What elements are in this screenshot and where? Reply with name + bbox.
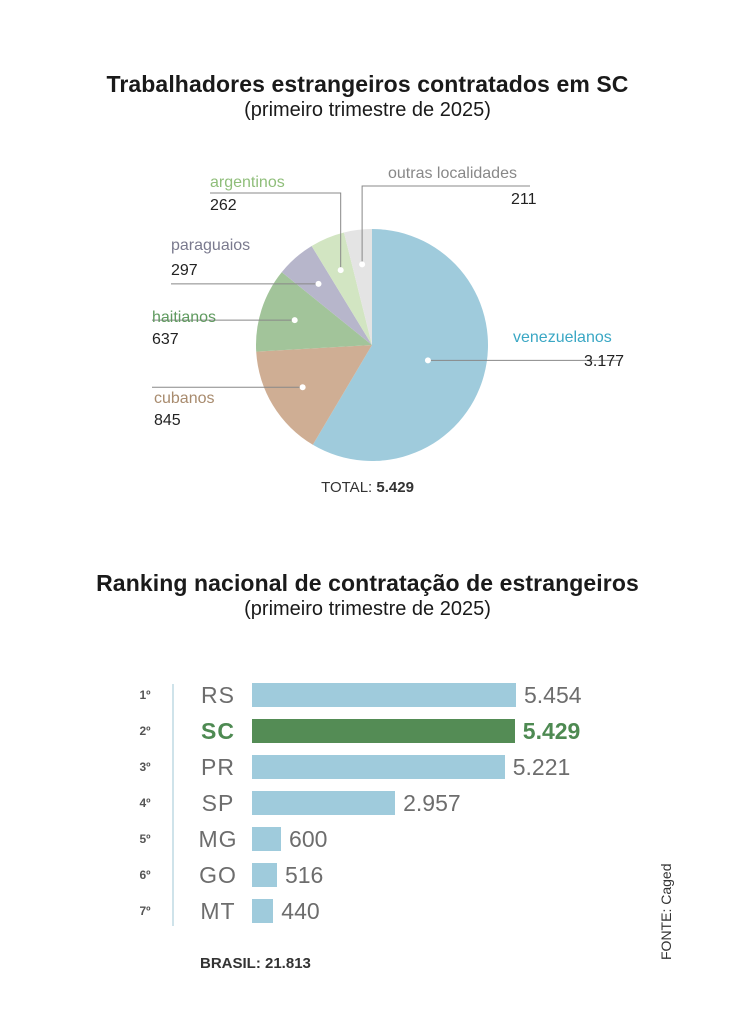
pie-label-venezuelanos: venezuelanos — [513, 329, 612, 346]
pie-slice-haitianos — [256, 272, 372, 352]
rank-position: 2º — [139, 724, 151, 738]
rank-value-label: 5.429 — [522, 718, 581, 744]
rank-row-go: 6º GO 516 — [0, 862, 735, 888]
pie-slice-paraguaios — [281, 245, 372, 345]
rank-position: 1º — [139, 688, 151, 702]
pie-slice-argentinos — [311, 232, 372, 345]
rank-position: 5º — [139, 832, 151, 846]
rank-position: 3º — [139, 760, 151, 774]
pie-slice-venezuelanos — [312, 229, 488, 461]
rank-position: 4º — [139, 796, 151, 810]
rank-state-label: MG — [198, 826, 238, 852]
rank-value-label: 600 — [289, 826, 328, 852]
pie-total-value: 5.429 — [376, 479, 414, 496]
rank-bar-mg — [252, 827, 282, 851]
pie-total: TOTAL: 5.429 — [0, 479, 735, 496]
rank-position: 6º — [139, 868, 151, 882]
rank-state-label: PR — [201, 754, 235, 780]
pie-total-label: TOTAL: — [321, 479, 373, 496]
pie-value-haitianos: 637 — [152, 331, 179, 348]
rank-row-pr: 3º PR 5.221 — [0, 754, 735, 780]
rank-bar-sc — [252, 719, 515, 743]
rank-bar-rs — [252, 683, 516, 707]
pie-label-argentinos: argentinos — [210, 174, 285, 191]
pie-leader-cubanos — [152, 384, 306, 391]
ranking-axis-line — [172, 684, 174, 926]
pie-leader-haitianos — [152, 317, 298, 324]
rank-position: 7º — [139, 904, 151, 918]
rank-value-label: 5.221 — [512, 754, 571, 780]
pie-slice-outras-localidades — [343, 229, 372, 345]
rank-row-rs: 1º RS 5.454 — [0, 682, 735, 708]
rank-row-sp: 4º SP 2.957 — [0, 790, 735, 816]
rank-state-label: RS — [201, 682, 235, 708]
pie-slice-cubanos — [256, 345, 372, 445]
pie-leader-outras-localidades — [359, 185, 530, 268]
rank-value-label: 5.454 — [524, 682, 582, 708]
pie-label-cubanos: cubanos — [154, 390, 215, 407]
rank-row-mt: 7º MT 440 — [0, 898, 735, 924]
rank-state-label: MT — [200, 898, 236, 924]
pie-value-paraguaios: 297 — [171, 262, 198, 279]
rank-bar-go — [252, 863, 277, 887]
rank-value-label: 440 — [281, 898, 320, 924]
bar-chart-subtitle: (primeiro trimestre de 2025) — [244, 598, 491, 620]
source-credit: FONTE: Caged — [658, 863, 674, 960]
rank-state-label: GO — [199, 862, 237, 888]
rank-bar-sp — [252, 791, 396, 815]
rank-value-label: 2.957 — [403, 790, 461, 816]
rank-state-label: SC — [201, 718, 235, 744]
rank-bar-pr — [252, 755, 505, 779]
pie-label-haitianos: haitianos — [152, 309, 217, 326]
rank-value-label: 516 — [284, 862, 324, 888]
pie-value-outras-localidades: 211 — [511, 191, 537, 208]
rank-state-label: SP — [201, 790, 235, 816]
pie-leader-paraguaios — [171, 280, 322, 287]
brasil-total: BRASIL: 21.813 — [200, 955, 311, 972]
pie-chart-title: Trabalhadores estrangeiros contratados e… — [106, 71, 629, 97]
pie-chart — [152, 185, 620, 461]
pie-value-argentinos: 262 — [210, 197, 237, 214]
pie-label-outras-localidades: outras localidades — [388, 165, 517, 182]
pie-label-paraguaios: paraguaios — [171, 237, 251, 254]
pie-leader-argentinos — [210, 192, 344, 274]
rank-row-sc: 2º SC 5.429 — [0, 718, 735, 744]
pie-leader-venezuelanos — [424, 357, 620, 364]
rank-bar-mt — [252, 899, 274, 923]
pie-value-venezuelanos: 3.177 — [584, 353, 625, 370]
bar-chart-title: Ranking nacional de contratação de estra… — [96, 570, 639, 596]
pie-value-cubanos: 845 — [154, 412, 181, 429]
pie-chart-subtitle: (primeiro trimestre de 2025) — [244, 99, 491, 121]
rank-row-mg: 5º MG 600 — [0, 826, 735, 852]
